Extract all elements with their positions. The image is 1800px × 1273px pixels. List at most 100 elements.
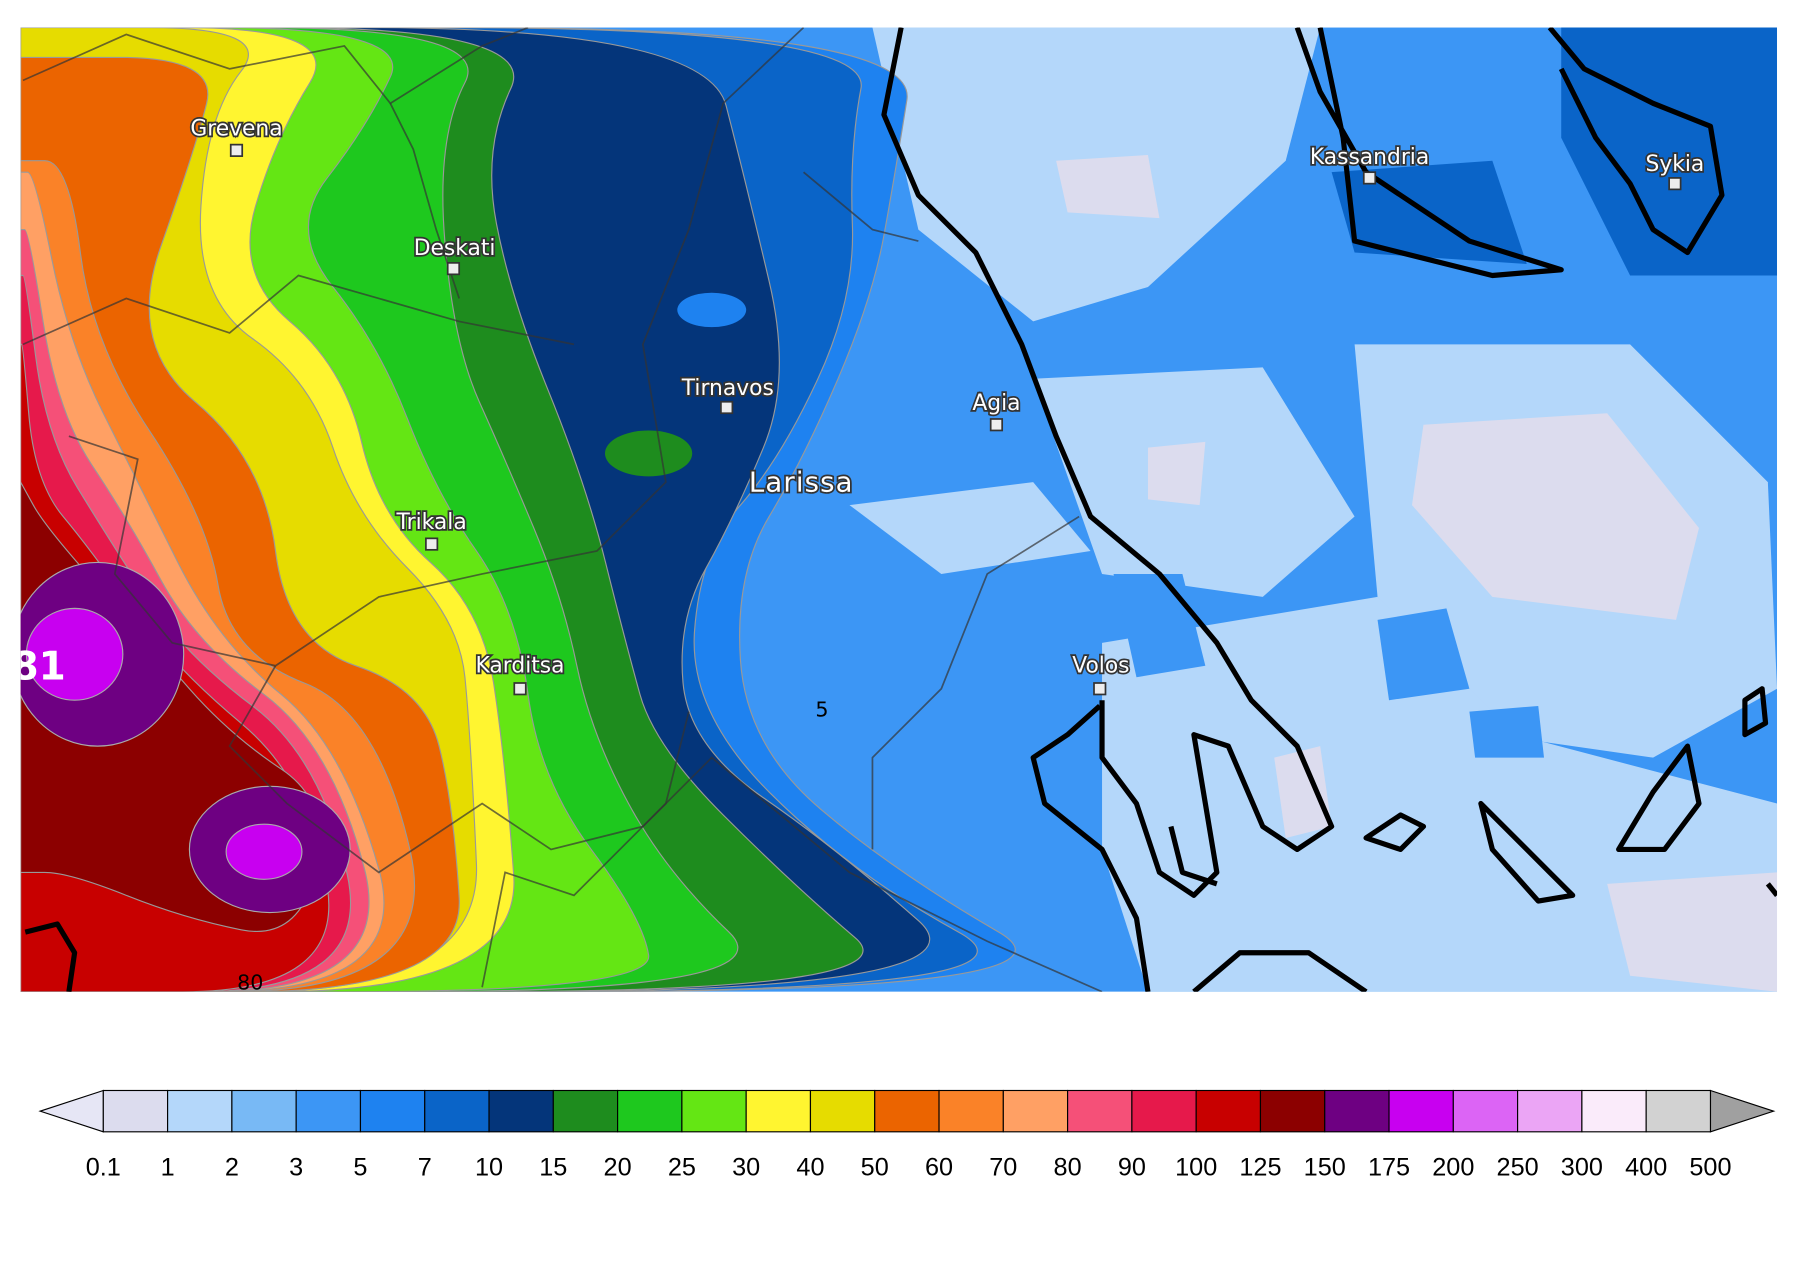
colorbar-tick-label: 100	[1175, 1153, 1217, 1181]
colorbar-box	[359, 1089, 426, 1133]
colorbar-tick-label: 400	[1625, 1153, 1667, 1181]
precip-area	[1607, 872, 1778, 992]
colorbar-box	[681, 1089, 747, 1133]
colorbar-tick-label: 250	[1497, 1153, 1539, 1181]
place-label: Trikala	[396, 510, 467, 535]
contour-label: 80	[237, 970, 263, 994]
coastline	[1030, 704, 1151, 992]
border	[22, 274, 575, 346]
colorbar-tick-label: 40	[796, 1153, 824, 1181]
colorbar-tick-label: 7	[418, 1153, 432, 1181]
colorbar-tick-label: 200	[1432, 1153, 1474, 1181]
colorbar-tick-label: 175	[1368, 1153, 1410, 1181]
colorbar-tick-label: 70	[989, 1153, 1017, 1181]
colorbar-box	[1002, 1089, 1069, 1133]
coastline	[1294, 27, 1564, 279]
colorbar-box	[1195, 1089, 1262, 1133]
contour-label: 81	[11, 645, 65, 690]
coastline	[1363, 812, 1427, 853]
place-marker	[425, 537, 439, 551]
coastline	[24, 921, 78, 992]
colorbar-box	[424, 1089, 490, 1133]
coastline	[1192, 950, 1368, 992]
precip-core	[225, 823, 303, 880]
colorbar-box	[1645, 1089, 1712, 1133]
place-label: Deskati	[414, 236, 496, 261]
place-marker	[229, 143, 244, 157]
precip-area	[1377, 608, 1470, 701]
colorbar-box	[1388, 1089, 1454, 1133]
colorbar-tick-label: 5	[353, 1153, 367, 1181]
colorbar-tick-label: 15	[539, 1153, 567, 1181]
precip-area	[677, 292, 747, 328]
precip-area	[849, 482, 1091, 574]
precip-area	[1469, 705, 1545, 758]
place-marker	[513, 682, 527, 696]
place-marker	[1093, 682, 1107, 696]
colorbar-tick-label: 60	[925, 1153, 953, 1181]
colorbar-tick-label: 1	[161, 1153, 175, 1181]
colorbar-tick-label: 80	[1054, 1153, 1082, 1181]
colorbar-tick-label: 125	[1239, 1153, 1281, 1181]
map: Grevena Deskati Tirnavos Agia Trikala Kardits…	[11, 27, 1778, 994]
colorbar-box	[552, 1089, 619, 1133]
place-label: Grevena	[190, 116, 282, 141]
colorbar-box	[1259, 1089, 1326, 1133]
colorbar-box	[745, 1089, 812, 1133]
place-label: Karditsa	[476, 654, 565, 679]
colorbar-box	[1067, 1089, 1133, 1133]
coastline	[881, 27, 1335, 898]
coastline	[1742, 686, 1769, 738]
border	[871, 515, 1080, 850]
place-marker	[989, 418, 1004, 432]
colorbar-box	[938, 1089, 1004, 1133]
place-marker	[720, 400, 734, 415]
precip-area	[1411, 413, 1699, 620]
colorbar-box	[167, 1089, 233, 1133]
colorbar-under	[38, 1089, 104, 1133]
colorbar-box	[1131, 1089, 1197, 1133]
colorbar-tick-label: 25	[668, 1153, 696, 1181]
contour-label: 5	[815, 697, 828, 721]
border	[228, 665, 1103, 992]
place-label: Tirnavos	[681, 376, 774, 401]
coastline	[1478, 800, 1576, 904]
colorbar-tick-label: 0.1	[86, 1153, 121, 1181]
coastline	[1616, 743, 1702, 853]
precip-area	[1147, 441, 1206, 506]
colorbar-tick-label: 90	[1118, 1153, 1146, 1181]
colorbar-tick-label: 2	[225, 1153, 239, 1181]
place-label: Agia	[972, 391, 1020, 416]
colorbar-box	[809, 1089, 876, 1133]
coastline	[1168, 825, 1218, 887]
region-label: Larissa	[749, 466, 854, 498]
place-marker	[1362, 171, 1377, 185]
colorbar-box	[102, 1089, 169, 1133]
colorbar-box	[1581, 1089, 1647, 1133]
colorbar-tick-label: 150	[1304, 1153, 1346, 1181]
precip-area	[1274, 746, 1332, 838]
colorbar-tick-label: 300	[1561, 1153, 1603, 1181]
precip-area	[1102, 596, 1778, 992]
colorbar-box	[874, 1089, 940, 1133]
colorbar-tick-label: 30	[732, 1153, 760, 1181]
border	[481, 711, 690, 988]
colorbar-tick-label: 20	[604, 1153, 632, 1181]
precip-area	[1056, 154, 1160, 219]
colorbar-over	[1709, 1089, 1776, 1133]
border	[68, 27, 805, 667]
border	[22, 27, 529, 105]
colorbar-tick-label: 500	[1689, 1153, 1731, 1181]
colorbar-box	[1452, 1089, 1519, 1133]
colorbar: 0.1 1 2 3 5 7 10 15 20 25 30 40 50 60 70 80 90 100 125 150 1…	[38, 1089, 1776, 1181]
colorbar-tick-label: 3	[289, 1153, 303, 1181]
precip-area	[604, 430, 693, 477]
place-marker	[1668, 177, 1682, 191]
place-marker	[446, 262, 461, 276]
border	[803, 171, 919, 242]
place-label: Volos	[1072, 654, 1129, 679]
colorbar-tick-label: 10	[475, 1153, 503, 1181]
colorbar-box	[295, 1089, 362, 1133]
colorbar-box	[1324, 1089, 1390, 1133]
